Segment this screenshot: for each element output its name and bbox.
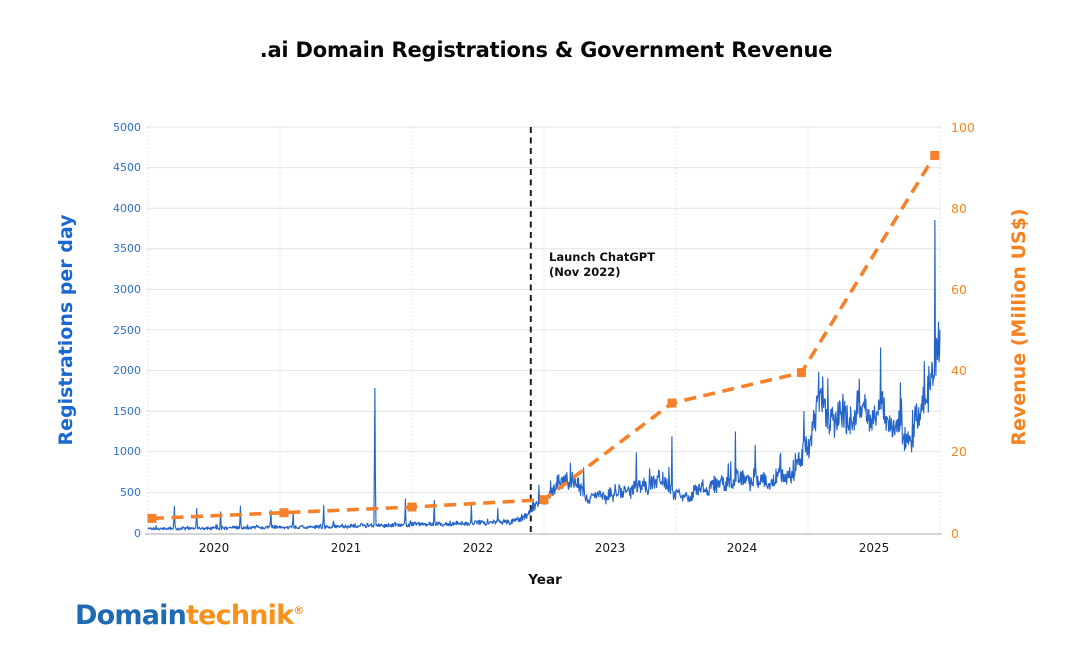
left-axis-tick-label: 4500 (113, 161, 141, 175)
x-axis-title: Year (528, 572, 562, 588)
left-axis-tick-label: 3500 (113, 242, 141, 256)
left-axis-tick-label: 500 (120, 485, 141, 499)
left-axis-tick-label: 2000 (113, 364, 141, 378)
right-axis-tick-label: 40 (951, 363, 967, 379)
left-axis-tick-label: 0 (134, 526, 141, 540)
right-axis-tick-label: 0 (951, 525, 959, 541)
registrations-line (147, 219, 941, 531)
x-axis-tick-label: 2022 (462, 541, 494, 555)
revenue-dashed-line (151, 154, 937, 521)
logo-domain-text: Domain (75, 600, 187, 631)
x-axis-tick-label: 2024 (726, 541, 758, 555)
x-axis-tick-label: 2021 (330, 541, 362, 555)
revenue-marker-square (796, 368, 806, 378)
revenue-marker-square (930, 150, 940, 160)
event-annotation: Launch ChatGPT (Nov 2022) (549, 250, 655, 280)
chart-title: .ai Domain Registrations & Government Re… (259, 38, 833, 62)
right-axis-tick-label: 100 (951, 119, 975, 135)
left-axis-tick-label: 4000 (113, 201, 141, 215)
left-axis-tick-label: 5000 (113, 120, 141, 134)
logo-technik-text: technik (186, 600, 294, 631)
x-axis-tick-label: 2023 (594, 541, 626, 555)
left-axis-tick-label: 2500 (113, 323, 141, 337)
right-axis-title: Revenue (Million US$) (1008, 208, 1030, 446)
revenue-marker-square (147, 513, 157, 523)
left-axis-tick-label: 3000 (113, 282, 141, 296)
left-axis-title: Registrations per day (55, 214, 77, 446)
event-annotation-line1: Launch ChatGPT (549, 250, 656, 264)
revenue-marker-square (279, 508, 289, 518)
left-axis-tick-label: 1000 (113, 445, 141, 459)
left-axis-tick-label: 1500 (113, 404, 141, 418)
right-axis-tick-label: 60 (951, 281, 967, 297)
registered-trademark-icon: ® (293, 604, 305, 617)
right-axis-tick-label: 20 (951, 444, 967, 460)
revenue-marker-square (539, 495, 549, 505)
x-axis-tick-label: 2025 (858, 541, 890, 555)
right-axis-tick-label: 80 (951, 200, 967, 216)
event-annotation-line2: (Nov 2022) (549, 265, 621, 279)
revenue-marker-square (407, 502, 417, 512)
revenue-marker-square (667, 398, 677, 408)
x-axis-tick-label: 2020 (198, 541, 230, 555)
brand-logo: Domaintechnik® (75, 600, 304, 631)
